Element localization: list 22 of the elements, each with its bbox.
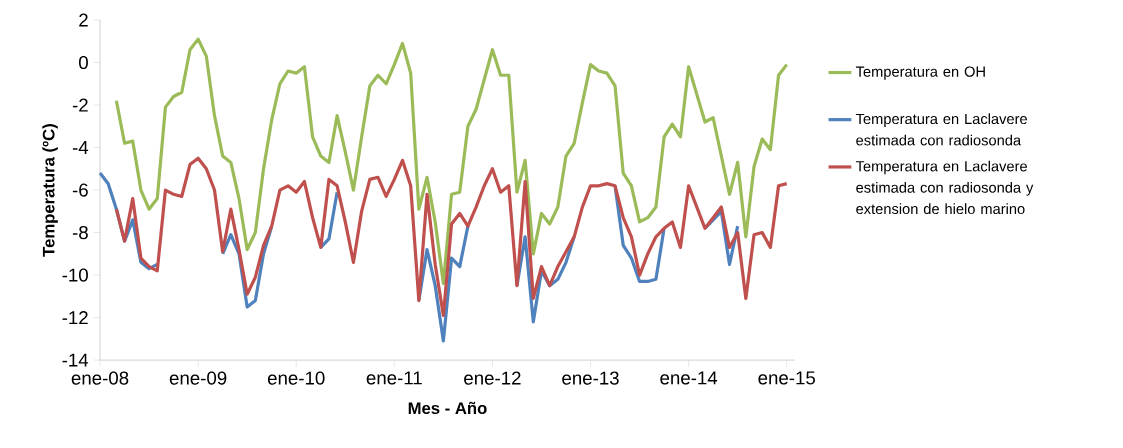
y-tick-label: 0 <box>79 55 88 70</box>
y-tick-label: -4 <box>72 141 89 154</box>
y-tick-label: -8 <box>72 225 88 240</box>
y-tick-label: -6 <box>72 183 88 197</box>
y-tick-label: -14 <box>62 353 89 367</box>
x-tick-label: ene-09 <box>169 371 227 385</box>
y-axis-title: Temperatura (ºC) <box>42 124 58 257</box>
x-axis-title: Mes - Año <box>408 401 487 414</box>
y-tick-label: -12 <box>62 310 88 325</box>
x-tick-label: ene-08 <box>71 371 129 385</box>
legend-label: Temperatura en Laclavere estimada con radiosonda <box>855 113 1027 146</box>
x-tick-label: ene-12 <box>464 371 521 385</box>
y-tick-label: -2 <box>72 98 88 112</box>
legend-label: Temperatura en Laclavere estimada con radiosonda y extension de hielo marino <box>855 160 1034 215</box>
x-tick-label: ene-13 <box>562 371 619 385</box>
x-tick-label: ene-11 <box>366 371 422 385</box>
y-tick-label: 2 <box>79 13 88 27</box>
x-tick-label: ene-10 <box>267 371 325 385</box>
x-tick-label: ene-14 <box>660 371 718 385</box>
x-tick-label: ene-15 <box>758 371 815 385</box>
y-tick-label: -10 <box>62 268 88 282</box>
legend-label: Temperatura en OH <box>855 66 985 80</box>
